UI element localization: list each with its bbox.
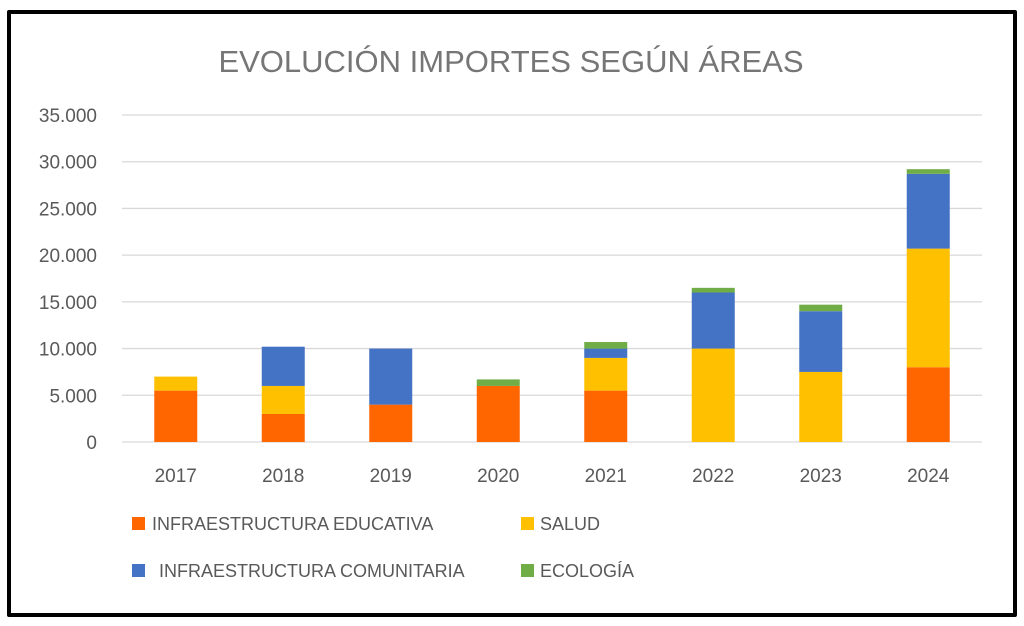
bars [154, 169, 950, 442]
bar-segment-infraestructura-comunitaria-2022 [691, 292, 735, 349]
legend-label: ECOLOGÍA [540, 561, 634, 581]
bar-segment-infraestructura-educativa-2018 [261, 413, 305, 442]
legend: INFRAESTRUCTURA EDUCATIVA SALUD INFRAESTRU… [132, 514, 634, 581]
legend-item: SALUD [521, 514, 600, 534]
x-tick-label: 2023 [800, 466, 842, 487]
y-tick-label: 20.000 [39, 246, 97, 267]
legend-label: INFRAESTRUCTURA COMUNITARIA [159, 561, 465, 581]
y-tick-label: 30.000 [39, 153, 97, 174]
y-axis-ticks: 0 5.000 10.000 15.000 20.000 25.000 30.000 35.0… [39, 106, 97, 454]
bar-segment-salud-2018 [261, 385, 305, 414]
legend-item: INFRAESTRUCTURA COMUNITARIA [132, 561, 465, 581]
bar-segment-salud-2022 [691, 348, 735, 442]
bar-segment-salud-2017 [154, 376, 198, 391]
bar-segment-infraestructura-educativa-2020 [476, 385, 520, 442]
x-tick-label: 2020 [477, 466, 519, 487]
legend-item: ECOLOGÍA [521, 561, 634, 581]
bar-segment-salud-2023 [799, 371, 843, 442]
bar-segment-infraestructura-comunitaria-2024 [906, 173, 950, 249]
chart-title: EVOLUCIÓN IMPORTES SEGÚN ÁREAS [218, 44, 803, 79]
legend-label: INFRAESTRUCTURA EDUCATIVA [152, 514, 433, 534]
x-tick-label: 2024 [907, 466, 950, 487]
bar-segment-ecolog-a-2023 [799, 304, 843, 312]
x-tick-label: 2019 [370, 466, 412, 487]
bar-segment-ecolog-a-2020 [476, 379, 520, 386]
y-tick-label: 35.000 [39, 106, 97, 127]
y-tick-label: 0 [86, 433, 97, 454]
legend-swatch [521, 564, 534, 577]
x-tick-label: 2022 [692, 466, 734, 487]
bar-segment-ecolog-a-2021 [584, 342, 628, 349]
y-tick-label: 10.000 [39, 340, 97, 361]
x-tick-label: 2017 [155, 466, 197, 487]
bar-segment-infraestructura-comunitaria-2023 [799, 311, 843, 372]
bar-segment-infraestructura-comunitaria-2018 [261, 346, 305, 386]
bar-segment-ecolog-a-2022 [691, 287, 735, 293]
chart-frame [7, 10, 1017, 617]
bar-segment-salud-2024 [906, 248, 950, 368]
bar-segment-infraestructura-educativa-2024 [906, 367, 950, 442]
y-tick-label: 25.000 [39, 199, 97, 220]
x-tick-label: 2018 [262, 466, 304, 487]
legend-swatch [132, 564, 145, 577]
bar-segment-infraestructura-educativa-2021 [584, 390, 628, 442]
legend-swatch [132, 517, 145, 530]
legend-item: INFRAESTRUCTURA EDUCATIVA [132, 514, 433, 534]
bar-segment-salud-2021 [584, 357, 628, 391]
gridlines [122, 114, 982, 443]
legend-label: SALUD [540, 514, 600, 534]
y-tick-label: 15.000 [39, 293, 97, 314]
x-tick-label: 2021 [585, 466, 627, 487]
legend-swatch [521, 517, 534, 530]
bar-segment-infraestructura-comunitaria-2019 [369, 348, 413, 405]
bar-segment-infraestructura-comunitaria-2021 [584, 348, 628, 358]
x-axis-ticks: 2017 2018 2019 2020 2021 2022 2023 2024 [155, 466, 950, 487]
bar-segment-infraestructura-educativa-2019 [369, 404, 413, 442]
bar-segment-infraestructura-educativa-2017 [154, 390, 198, 442]
y-tick-label: 5.000 [49, 386, 97, 407]
bar-segment-ecolog-a-2024 [906, 169, 950, 174]
